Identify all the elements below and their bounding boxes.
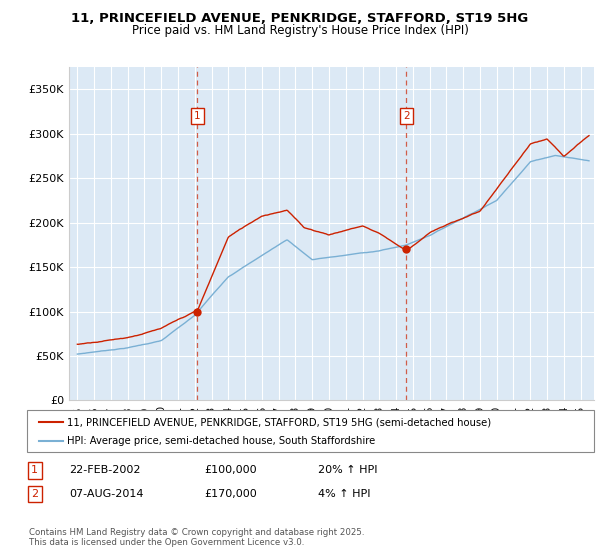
Text: 1: 1: [194, 111, 200, 121]
Text: 2: 2: [31, 489, 38, 499]
Text: 2: 2: [403, 111, 409, 121]
Text: Price paid vs. HM Land Registry's House Price Index (HPI): Price paid vs. HM Land Registry's House …: [131, 24, 469, 36]
Text: 07-AUG-2014: 07-AUG-2014: [69, 489, 143, 499]
Text: £100,000: £100,000: [204, 465, 257, 475]
Text: 11, PRINCEFIELD AVENUE, PENKRIDGE, STAFFORD, ST19 5HG: 11, PRINCEFIELD AVENUE, PENKRIDGE, STAFF…: [71, 12, 529, 25]
Text: £170,000: £170,000: [204, 489, 257, 499]
Text: Contains HM Land Registry data © Crown copyright and database right 2025.
This d: Contains HM Land Registry data © Crown c…: [29, 528, 364, 547]
Text: 22-FEB-2002: 22-FEB-2002: [69, 465, 140, 475]
Text: 1: 1: [31, 465, 38, 475]
Text: HPI: Average price, semi-detached house, South Staffordshire: HPI: Average price, semi-detached house,…: [67, 436, 376, 446]
Text: 11, PRINCEFIELD AVENUE, PENKRIDGE, STAFFORD, ST19 5HG (semi-detached house): 11, PRINCEFIELD AVENUE, PENKRIDGE, STAFF…: [67, 417, 491, 427]
Text: 4% ↑ HPI: 4% ↑ HPI: [318, 489, 371, 499]
Text: 20% ↑ HPI: 20% ↑ HPI: [318, 465, 377, 475]
